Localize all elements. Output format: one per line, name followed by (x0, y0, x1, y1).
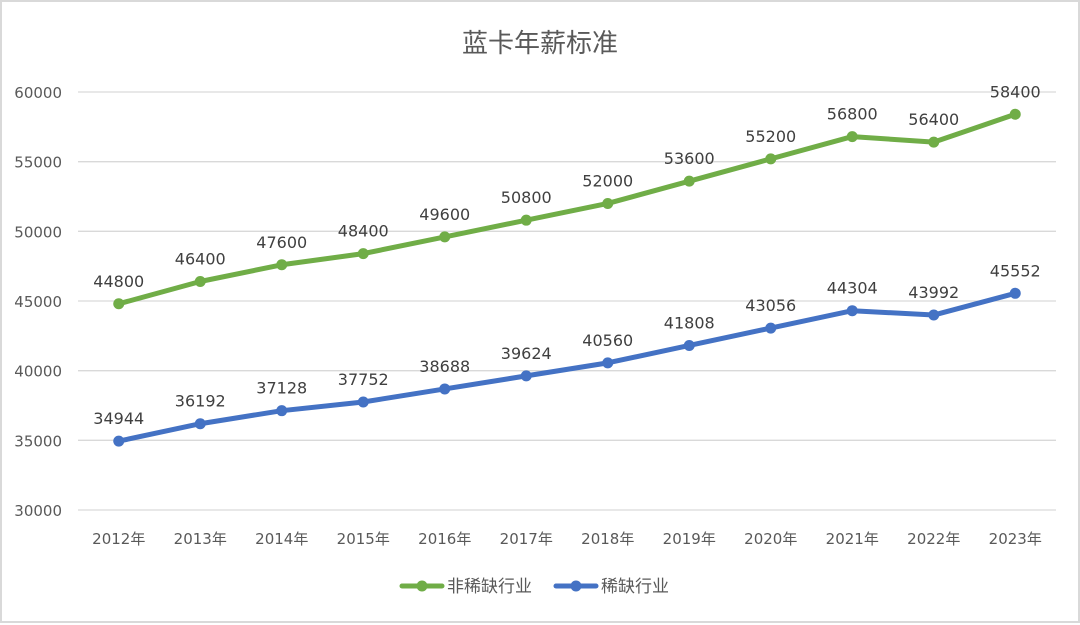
data-point-marker (520, 370, 532, 382)
y-tick-label: 45000 (14, 293, 62, 311)
data-label: 41808 (664, 313, 715, 332)
x-tick-label: 2012年 (92, 530, 145, 548)
x-tick-label: 2020年 (744, 530, 797, 548)
x-tick-label: 2023年 (989, 530, 1042, 548)
data-point-marker (683, 339, 695, 351)
data-label: 48400 (338, 222, 389, 241)
series-lines (113, 108, 1021, 447)
data-point-marker (113, 435, 125, 447)
y-tick-label: 35000 (14, 432, 62, 450)
data-point-marker (439, 383, 451, 395)
data-point-marker (276, 405, 288, 417)
data-label: 52000 (582, 171, 633, 190)
data-point-marker (439, 231, 451, 243)
data-label: 44304 (827, 279, 878, 298)
data-point-marker (194, 275, 206, 287)
data-point-marker (846, 131, 858, 143)
legend: 非稀缺行业 稀缺行业 (399, 577, 669, 597)
data-label: 37128 (256, 379, 307, 398)
y-tick-label: 50000 (14, 223, 62, 241)
data-label: 58400 (990, 82, 1041, 101)
data-label: 44800 (93, 272, 144, 291)
series-line-1 (116, 290, 1018, 444)
legend-label: 非稀缺行业 (447, 577, 532, 597)
data-point-marker (928, 136, 940, 148)
data-point-marker (928, 309, 940, 321)
data-point-marker (602, 197, 614, 209)
data-label: 49600 (419, 205, 470, 224)
legend-item-0[interactable]: 非稀缺行业 (399, 577, 532, 597)
data-label: 36192 (175, 392, 226, 411)
legend-label: 稀缺行业 (601, 577, 669, 597)
data-point-marker (113, 298, 125, 310)
data-label: 37752 (338, 370, 389, 389)
data-label: 39624 (501, 344, 552, 363)
legend-item-1[interactable]: 稀缺行业 (553, 577, 669, 597)
chart-title: 蓝卡年薪标准 (462, 29, 618, 59)
x-tick-label: 2015年 (337, 530, 390, 548)
data-point-marker (683, 175, 695, 187)
data-label: 50800 (501, 188, 552, 207)
data-point-marker (357, 248, 369, 260)
y-tick-label: 40000 (14, 363, 62, 381)
y-axis-labels: 30000 35000 40000 45000 50000 55000 60000 (14, 84, 62, 520)
data-label: 34944 (93, 409, 144, 428)
x-tick-label: 2014年 (255, 530, 308, 548)
data-label: 47600 (256, 233, 307, 252)
data-label: 55200 (745, 127, 796, 146)
x-tick-label: 2022年 (907, 530, 960, 548)
legend-dot-icon (570, 580, 582, 592)
y-tick-label: 30000 (14, 502, 62, 520)
x-tick-label: 2018年 (581, 530, 634, 548)
data-point-marker (602, 357, 614, 369)
data-point-marker (765, 153, 777, 165)
data-label: 38688 (419, 357, 470, 376)
data-label: 43992 (908, 283, 959, 302)
data-point-marker (1009, 108, 1021, 120)
data-label: 40560 (582, 331, 633, 350)
series-line-0 (116, 111, 1018, 307)
x-tick-label: 2016年 (418, 530, 471, 548)
legend-dot-icon (416, 580, 428, 592)
data-point-marker (846, 305, 858, 317)
data-label: 53600 (664, 149, 715, 168)
x-tick-label: 2021年 (826, 530, 879, 548)
x-axis-labels: 2012年 2013年 2014年 2015年 2016年 2017年 2018年 2019年… (92, 530, 1042, 548)
data-point-marker (1009, 287, 1021, 299)
data-point-marker (520, 214, 532, 226)
y-tick-label: 60000 (14, 84, 62, 102)
data-label: 45552 (990, 261, 1041, 280)
x-tick-label: 2017年 (500, 530, 553, 548)
data-label: 56800 (827, 105, 878, 124)
data-point-marker (276, 259, 288, 271)
data-label: 56400 (908, 110, 959, 129)
data-point-marker (357, 396, 369, 408)
y-tick-label: 55000 (14, 154, 62, 172)
data-label: 43056 (745, 296, 796, 315)
x-tick-label: 2013年 (174, 530, 227, 548)
data-point-marker (765, 322, 777, 334)
data-labels: 44800 46400 47600 48400 49600 50800 52000 53600… (93, 82, 1040, 428)
x-tick-label: 2019年 (663, 530, 716, 548)
data-label: 46400 (175, 249, 226, 268)
data-point-marker (194, 418, 206, 430)
